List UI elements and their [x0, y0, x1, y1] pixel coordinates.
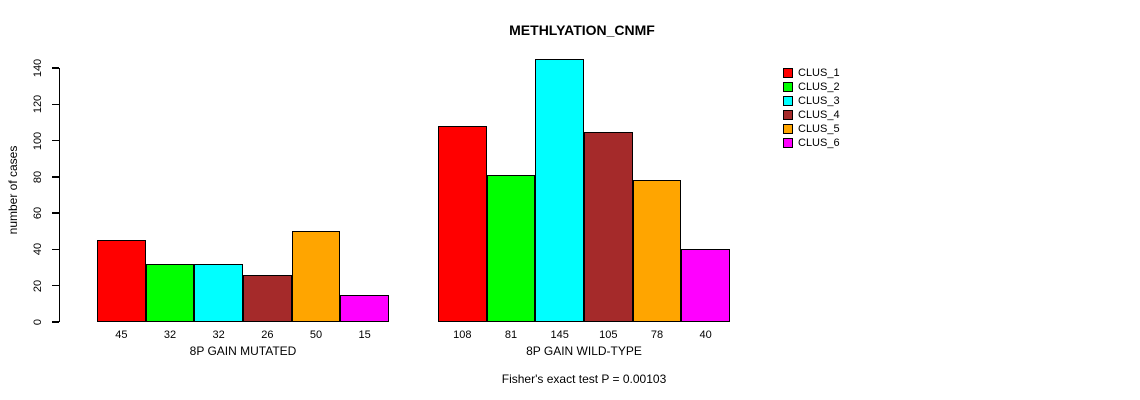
y-tick-mark — [52, 321, 59, 323]
bar-value-label: 32 — [163, 329, 177, 341]
bar-clus_4-group1 — [243, 274, 292, 322]
x-group-label-mutated: 8P GAIN MUTATED — [189, 344, 297, 358]
y-tick-mark — [52, 212, 59, 214]
bar-clus_4-group2 — [584, 131, 633, 322]
bar-clus_6-group2 — [681, 249, 730, 322]
legend-label-clus_1: CLUS_1 — [798, 67, 840, 79]
bar-value-label: 15 — [358, 329, 371, 341]
y-tick-mark — [52, 67, 59, 69]
bar-clus_1-group1 — [97, 240, 146, 322]
bar-value-label: 81 — [504, 329, 518, 341]
bar-value-label: 108 — [453, 329, 472, 341]
y-tick-label: 80 — [32, 170, 44, 183]
y-tick-label: 60 — [32, 207, 44, 220]
y-tick-mark — [52, 103, 59, 106]
fisher-test-annotation: Fisher's exact test P = 0.00103 — [501, 372, 667, 386]
bar-clus_2-group1 — [145, 263, 195, 322]
legend-swatch-clus_6 — [783, 138, 793, 148]
bar-value-label: 45 — [115, 329, 128, 341]
y-tick-label: 20 — [32, 279, 44, 292]
bar-clus_3-group2 — [535, 58, 584, 322]
y-tick-label: 40 — [32, 243, 44, 256]
x-group-label-wildtype: 8P GAIN WILD-TYPE — [526, 344, 642, 358]
y-tick-mark — [52, 248, 59, 251]
bar-value-label: 78 — [650, 329, 664, 341]
y-tick-label: 140 — [32, 58, 44, 78]
bar-value-label: 40 — [699, 329, 712, 341]
y-axis-label: number of cases — [6, 145, 20, 235]
bar-clus_5-group2 — [632, 180, 682, 322]
y-tick-label: 120 — [32, 95, 44, 114]
legend-label-clus_4: CLUS_4 — [798, 109, 840, 121]
y-tick-mark — [52, 284, 59, 287]
chart-title: METHLYATION_CNMF — [509, 22, 655, 38]
bar-value-label: 145 — [550, 329, 569, 341]
bar-value-label: 32 — [212, 329, 225, 341]
legend-swatch-clus_2 — [783, 82, 793, 92]
legend-label-clus_6: CLUS_6 — [798, 137, 840, 149]
legend-swatch-clus_5 — [783, 124, 793, 134]
bar-value-label: 26 — [261, 329, 274, 341]
legend-label-clus_2: CLUS_2 — [798, 81, 840, 93]
y-tick-label: 100 — [32, 131, 44, 150]
legend-swatch-clus_4 — [783, 110, 793, 120]
bar-clus_1-group2 — [438, 126, 487, 322]
y-axis-line — [58, 68, 60, 322]
bar-value-label: 50 — [309, 329, 323, 341]
bar-clus_2-group2 — [486, 175, 536, 322]
bar-clus_6-group1 — [340, 294, 389, 322]
legend-label-clus_3: CLUS_3 — [798, 95, 840, 107]
legend-swatch-clus_1 — [783, 68, 793, 78]
legend-swatch-clus_3 — [783, 96, 793, 106]
legend-label-clus_5: CLUS_5 — [798, 123, 840, 135]
y-tick-mark — [52, 139, 59, 142]
y-tick-label: 0 — [32, 318, 44, 326]
bar-value-label: 105 — [599, 329, 618, 341]
y-tick-mark — [52, 176, 59, 178]
bar-clus_3-group1 — [194, 263, 243, 322]
bar-clus_5-group1 — [291, 231, 341, 322]
